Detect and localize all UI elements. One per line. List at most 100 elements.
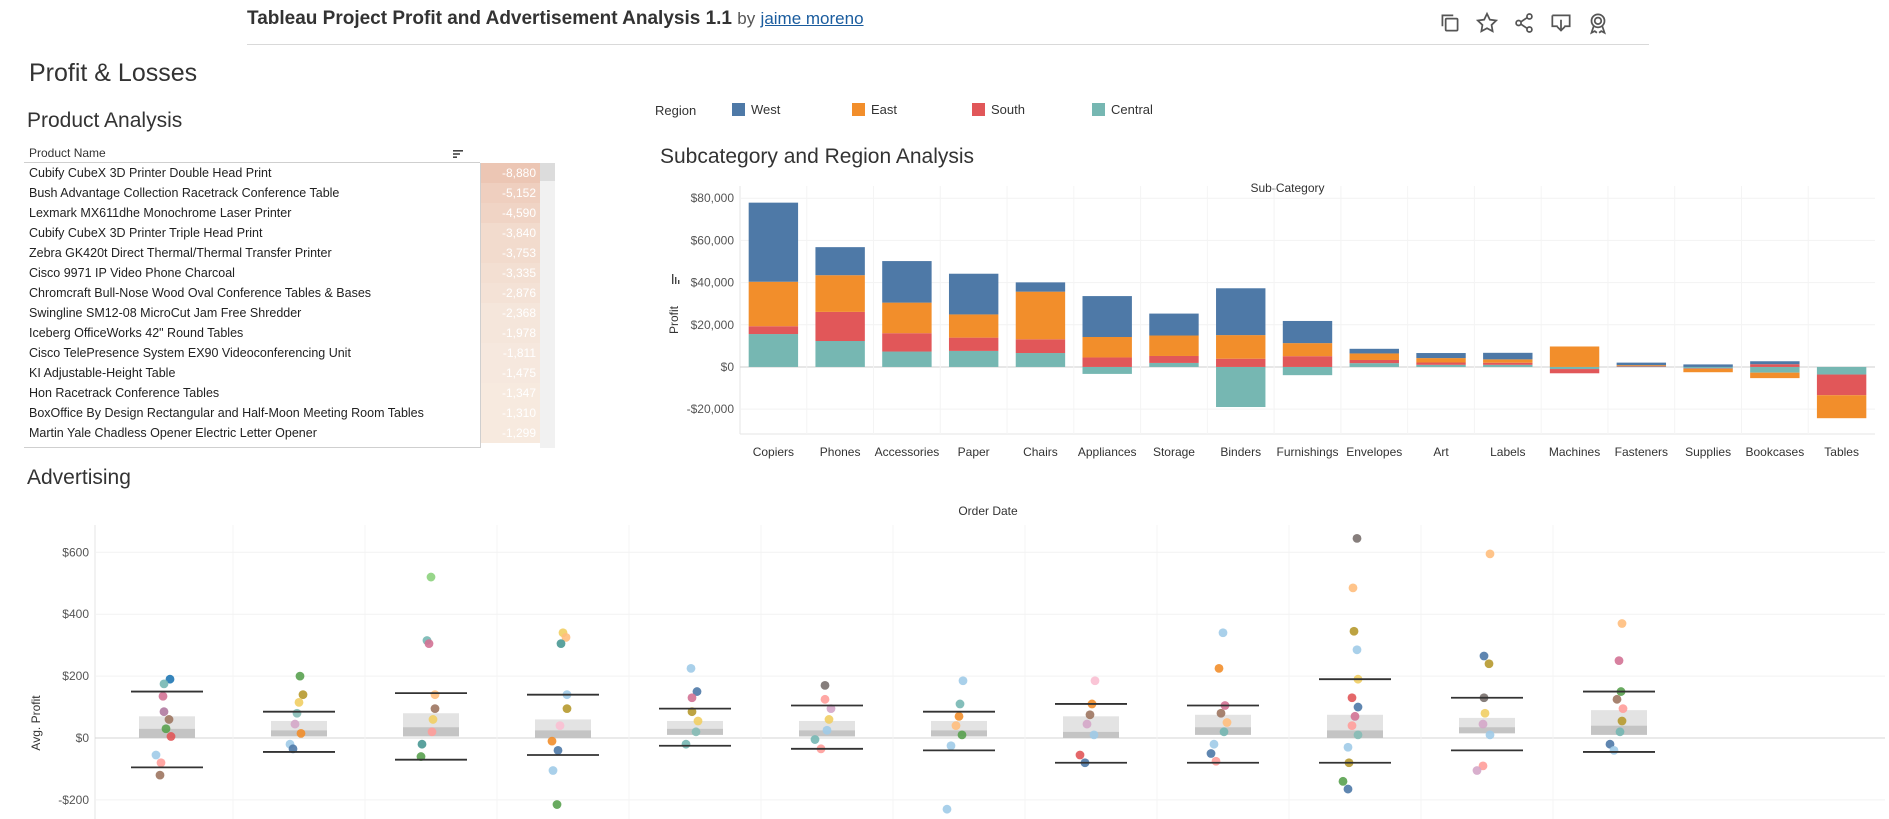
y-tick-label: $0 xyxy=(721,360,735,374)
data-point xyxy=(1352,533,1362,543)
table-row[interactable]: Martin Yale Chadless Opener Electric Let… xyxy=(24,423,555,443)
table-row[interactable]: Lexmark MX611dhe Monochrome Laser Printe… xyxy=(24,203,555,223)
bar-segment-west xyxy=(1082,296,1132,337)
bar-segment-west xyxy=(1015,282,1066,292)
profit-cell: -1,811 xyxy=(480,343,540,363)
workbook-title-text: Tableau Project Profit and Advertisement… xyxy=(247,8,733,29)
product-table: Product Name Cubify CubeX 3D Printer Dou… xyxy=(24,143,555,448)
table-row[interactable]: Cubify CubeX 3D Printer Double Head Prin… xyxy=(24,163,555,183)
bar-segment-south xyxy=(1216,358,1266,367)
profit-cell: -1,310 xyxy=(480,403,540,423)
y-tick-label: -$20,000 xyxy=(687,402,735,416)
x-tick-label: Paper xyxy=(958,445,990,459)
subcategory-region-title: Subcategory and Region Analysis xyxy=(660,145,975,168)
data-point xyxy=(1222,718,1232,727)
table-row[interactable]: Swingline SM12-08 MicroCut Jam Free Shre… xyxy=(24,303,555,323)
data-point xyxy=(1353,730,1363,740)
product-analysis-title: Product Analysis xyxy=(27,109,183,132)
data-point xyxy=(681,739,691,749)
data-point xyxy=(417,739,427,749)
bar-segment-central xyxy=(1015,353,1066,367)
bar-segment-west xyxy=(1683,364,1733,367)
data-point xyxy=(1089,730,1099,740)
data-point xyxy=(1479,651,1489,661)
data-point xyxy=(1218,628,1228,638)
x-tick-label: Binders xyxy=(1220,445,1261,459)
bar-segment-south xyxy=(1616,365,1667,367)
scatter-chart-title: Order Date xyxy=(958,504,1018,518)
table-row[interactable]: Cubify CubeX 3D Printer Triple Head Prin… xyxy=(24,223,555,243)
table-scrollbar-thumb[interactable] xyxy=(540,163,555,181)
legend-swatch xyxy=(852,103,865,116)
bar-segment-east xyxy=(1416,358,1466,363)
page-title: Profit & Losses xyxy=(29,59,198,87)
data-point xyxy=(1612,694,1622,704)
legend-swatch xyxy=(732,103,745,116)
legend-swatch xyxy=(972,103,985,116)
table-row[interactable]: Cisco TelePresence System EX90 Videoconf… xyxy=(24,343,555,363)
data-point xyxy=(165,674,175,684)
x-tick-label: Furnishings xyxy=(1276,445,1338,459)
data-point xyxy=(1347,721,1357,731)
star-icon[interactable] xyxy=(1474,10,1500,36)
bar-segment-south xyxy=(1149,355,1199,363)
bar-segment-central xyxy=(1483,364,1533,367)
bar-segment-west xyxy=(1282,320,1333,344)
data-point xyxy=(1349,626,1359,636)
data-point xyxy=(161,724,171,734)
sort-icon[interactable] xyxy=(452,147,464,159)
table-row[interactable]: BoxOffice By Design Rectangular and Half… xyxy=(24,403,555,423)
table-row[interactable]: Cisco 9971 IP Video Phone Charcoal -3,335 xyxy=(24,263,555,283)
table-row[interactable]: KI Adjustable-Height Table -1,475 xyxy=(24,363,555,383)
data-point xyxy=(430,690,440,700)
bar-segment-west xyxy=(1616,362,1667,366)
data-point xyxy=(166,732,176,741)
table-row[interactable]: Bush Advantage Collection Racetrack Conf… xyxy=(24,183,555,203)
data-point xyxy=(159,679,169,689)
table-row[interactable]: Zebra GK420t Direct Thermal/Thermal Tran… xyxy=(24,243,555,263)
table-row[interactable]: Hon Racetrack Conference Tables -1,347 xyxy=(24,383,555,403)
table-scrollbar[interactable] xyxy=(540,163,555,448)
table-row[interactable]: Chromcraft Bull-Nose Wood Oval Conferenc… xyxy=(24,283,555,303)
data-point xyxy=(424,639,434,649)
share-icon[interactable] xyxy=(1511,10,1537,36)
table-row[interactable]: Iceberg OfficeWorks 42" Round Tables -1,9… xyxy=(24,323,555,343)
bar-segment-east xyxy=(882,302,932,334)
copy-icon[interactable] xyxy=(1437,10,1463,36)
data-point xyxy=(1484,659,1494,669)
data-point xyxy=(1219,727,1229,737)
bar-segment-west xyxy=(1149,313,1199,336)
data-point xyxy=(820,680,830,690)
bar-segment-east xyxy=(815,275,865,312)
product-name-cell: Cubify CubeX 3D Printer Triple Head Prin… xyxy=(29,226,263,240)
profit-cell: -2,876 xyxy=(480,283,540,303)
header-divider xyxy=(24,162,480,163)
data-point xyxy=(547,736,557,746)
bar-segment-west xyxy=(1349,348,1399,354)
bar-segment-west xyxy=(748,202,799,282)
author-link[interactable]: jaime moreno xyxy=(760,9,864,28)
product-name-cell: BoxOffice By Design Rectangular and Half… xyxy=(29,406,424,420)
data-point xyxy=(692,687,702,696)
data-point xyxy=(1214,663,1224,673)
metrics-icon[interactable] xyxy=(1585,10,1611,36)
product-name-cell: Hon Racetrack Conference Tables xyxy=(29,386,220,400)
subcategory-region-bar-chart: Sub-Category Profit -$20,000 $0 $20,000 $40,0… xyxy=(667,181,1875,459)
data-point xyxy=(1343,784,1353,794)
top-toolbar: Tableau Project Profit and Advertisement… xyxy=(247,0,1649,45)
y-tick-label: $20,000 xyxy=(691,318,735,332)
y-tick-label: $40,000 xyxy=(691,276,735,290)
bar-segment-central xyxy=(1349,363,1399,367)
bar-segment-east xyxy=(1549,346,1600,367)
x-tick-label: Labels xyxy=(1490,445,1525,459)
data-point xyxy=(1352,645,1362,655)
data-point xyxy=(292,708,302,718)
download-icon[interactable] xyxy=(1548,10,1574,36)
data-point xyxy=(1353,702,1363,712)
data-point xyxy=(1085,710,1095,720)
bar-segment-south xyxy=(948,337,999,351)
bar-segment-south xyxy=(1015,339,1066,354)
bar-segment-central xyxy=(1750,366,1800,373)
bar-segment-east xyxy=(1616,365,1667,366)
box-lower xyxy=(139,728,195,738)
